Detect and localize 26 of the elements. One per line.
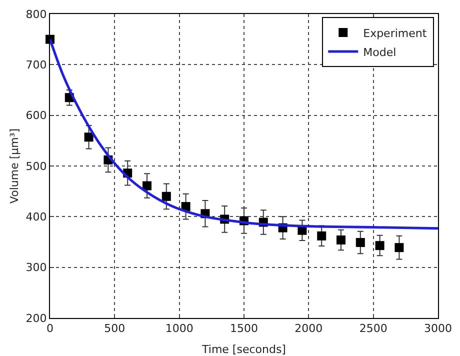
y-tick-label: 700 <box>26 58 47 72</box>
y-tick-label: 300 <box>26 261 47 274</box>
x-tick-label: 1500 <box>230 322 258 336</box>
x-axis-title: Time [seconds] <box>201 343 286 356</box>
x-tick-label: 0 <box>46 322 54 336</box>
legend-label: Model <box>363 46 396 59</box>
x-tick-label: 3000 <box>424 322 452 336</box>
legend-label: Experiment <box>363 26 428 40</box>
y-tick-label: 600 <box>26 109 47 122</box>
point <box>375 241 384 250</box>
y-tick-label: 400 <box>26 210 47 224</box>
y-tick-label: 500 <box>26 160 47 173</box>
point <box>162 192 171 201</box>
point <box>336 235 346 244</box>
point <box>394 243 404 252</box>
x-tick-label: 2000 <box>294 322 323 336</box>
x-tick-label: 500 <box>104 322 126 336</box>
point <box>142 181 152 190</box>
x-tick-label: 2500 <box>359 322 388 336</box>
point <box>317 231 326 240</box>
y-axis-title: Volume [μm³] <box>8 128 21 204</box>
point <box>84 132 94 142</box>
y-tick-label: 200 <box>26 312 47 325</box>
x-tick-label: 1000 <box>165 322 194 336</box>
y-tick-label: 800 <box>26 8 47 21</box>
point <box>356 238 365 248</box>
